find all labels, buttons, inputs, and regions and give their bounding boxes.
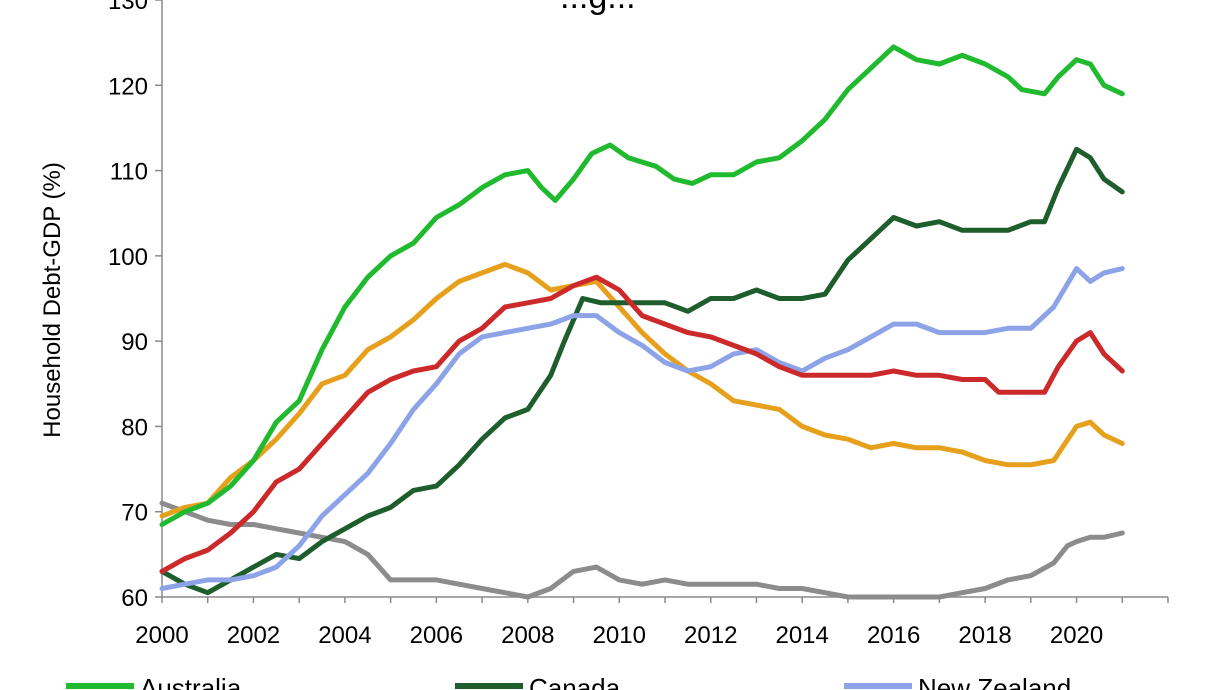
legend-label-new-zealand: New Zealand bbox=[918, 673, 1071, 690]
x-tick-label: 2010 bbox=[593, 622, 646, 649]
y-tick-label: 110 bbox=[110, 159, 148, 186]
x-tick-label: 2016 bbox=[867, 622, 920, 649]
y-tick-label: 60 bbox=[121, 585, 148, 612]
legend: Australia Canada New Zealand bbox=[66, 673, 1071, 690]
axes: 60 70 80 90 100 110 120 130 2000 2002 2004 2006 2008… bbox=[108, 0, 1169, 649]
series-line-unlabeled-3 bbox=[159, 261, 1125, 519]
series-line-new-zealand bbox=[159, 266, 1125, 591]
legend-label-canada: Canada bbox=[529, 673, 621, 690]
legend-label-australia: Australia bbox=[140, 673, 242, 690]
series-line-canada bbox=[159, 146, 1125, 596]
x-tick-label: 2020 bbox=[1050, 622, 1103, 649]
series-line-australia bbox=[159, 44, 1125, 527]
series-line-unlabeled-4 bbox=[159, 274, 1125, 574]
x-tick-label: 2000 bbox=[135, 622, 188, 649]
x-tick-label: 2012 bbox=[684, 622, 737, 649]
chart-title: ...g... bbox=[560, 0, 636, 16]
series-layer bbox=[159, 44, 1125, 600]
x-tick-label: 2004 bbox=[318, 622, 371, 649]
y-tick-label: 80 bbox=[121, 414, 148, 441]
y-tick-label: 120 bbox=[108, 73, 148, 100]
x-tick-label: 2018 bbox=[958, 622, 1011, 649]
series-line-unlabeled-5 bbox=[159, 500, 1125, 600]
y-axis-title: Household Debt-GDP (%) bbox=[39, 162, 66, 438]
y-tick-label: 70 bbox=[121, 500, 148, 527]
y-tick-label: 130 bbox=[108, 0, 148, 15]
x-tick-label: 2006 bbox=[410, 622, 463, 649]
y-tick-label: 100 bbox=[108, 244, 148, 271]
y-tick-label: 90 bbox=[121, 329, 148, 356]
x-tick-label: 2002 bbox=[227, 622, 280, 649]
x-tick-label: 2008 bbox=[501, 622, 554, 649]
x-tick-label: 2014 bbox=[775, 622, 828, 649]
